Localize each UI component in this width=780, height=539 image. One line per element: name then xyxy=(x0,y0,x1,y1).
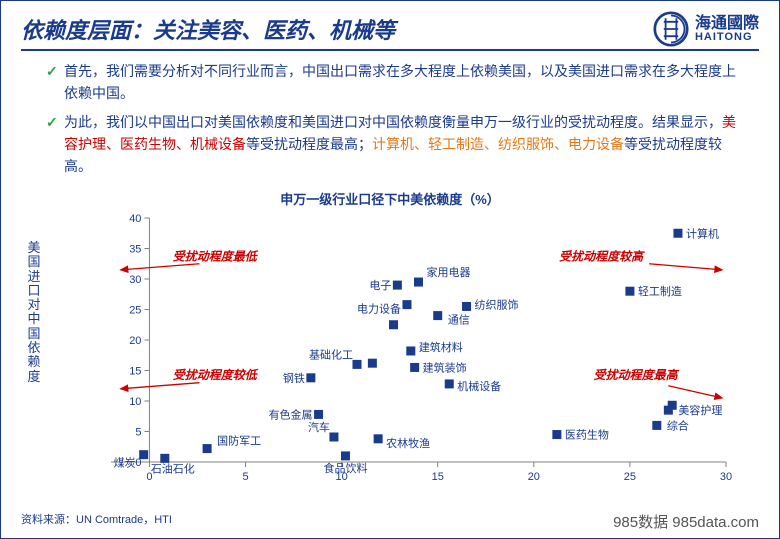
svg-text:建筑装饰: 建筑装饰 xyxy=(423,361,467,375)
svg-text:煤炭: 煤炭 xyxy=(114,457,136,470)
page-title: 依赖度层面：关注美容、医药、机械等 xyxy=(21,13,395,45)
svg-text:医药生物: 医药生物 xyxy=(565,428,609,442)
svg-text:20: 20 xyxy=(528,471,540,483)
svg-text:电子: 电子 xyxy=(369,280,391,293)
logo-text-en: HAITONG xyxy=(695,32,759,43)
svg-text:建筑材料: 建筑材料 xyxy=(419,340,463,354)
svg-text:轻工制造: 轻工制造 xyxy=(638,285,682,299)
svg-text:受扰动程度较低: 受扰动程度较低 xyxy=(173,368,259,382)
svg-text:美容护理: 美容护理 xyxy=(678,404,722,418)
svg-text:国防军工: 国防军工 xyxy=(217,434,261,448)
svg-text:汽车: 汽车 xyxy=(308,420,330,434)
svg-text:40: 40 xyxy=(129,213,141,225)
svg-text:基础化工: 基础化工 xyxy=(309,348,353,362)
bullet-item: 为此，我们以中国出口对美国依赖度和美国进口对中国依赖度衡量申万一级行业的受扰动程… xyxy=(46,112,749,177)
watermark: 985数据 985data.com xyxy=(613,511,759,532)
data-source: 资料来源：UN Comtrade，HTI xyxy=(21,511,172,532)
svg-text:15: 15 xyxy=(432,471,444,483)
svg-text:机械设备: 机械设备 xyxy=(457,379,501,393)
svg-text:受扰动程度最高: 受扰动程度最高 xyxy=(594,368,680,382)
header-divider xyxy=(21,49,759,51)
haitong-logo-icon xyxy=(653,11,689,47)
logo-text-cn: 海通國際 xyxy=(695,16,759,32)
y-axis-label: 美国进口对中国依赖度 xyxy=(26,241,42,384)
svg-text:15: 15 xyxy=(129,366,141,378)
logo: 海通國際 HAITONG xyxy=(653,11,759,47)
svg-text:受扰动程度较高: 受扰动程度较高 xyxy=(559,250,645,264)
svg-text:家用电器: 家用电器 xyxy=(427,265,471,279)
svg-text:纺织服饰: 纺织服饰 xyxy=(475,298,519,312)
svg-text:有色金属: 有色金属 xyxy=(269,408,313,422)
svg-text:20: 20 xyxy=(129,335,141,347)
svg-text:电力设备: 电力设备 xyxy=(357,302,401,316)
svg-text:综合: 综合 xyxy=(667,419,689,433)
svg-text:通信: 通信 xyxy=(448,314,470,327)
svg-text:30: 30 xyxy=(720,471,732,483)
svg-text:石油石化: 石油石化 xyxy=(151,462,195,476)
svg-text:10: 10 xyxy=(129,396,141,408)
svg-text:25: 25 xyxy=(129,305,141,317)
svg-text:25: 25 xyxy=(624,471,636,483)
svg-text:计算机: 计算机 xyxy=(686,227,719,241)
svg-text:钢铁: 钢铁 xyxy=(283,372,305,385)
svg-text:受扰动程度最低: 受扰动程度最低 xyxy=(173,250,259,264)
svg-text:食品饮料: 食品饮料 xyxy=(323,461,367,475)
svg-text:35: 35 xyxy=(129,244,141,256)
svg-text:农林牧渔: 农林牧渔 xyxy=(386,436,430,450)
scatter-chart: 0510152025300510152025303540煤炭石油石化国防军工钢铁… xyxy=(76,212,736,492)
svg-text:5: 5 xyxy=(135,427,141,439)
chart-title: 申万一级行业口径下中美依赖度（%） xyxy=(1,189,779,208)
svg-text:5: 5 xyxy=(242,471,248,483)
svg-text:30: 30 xyxy=(129,274,141,286)
bullet-item: 首先，我们需要分析对不同行业而言，中国出口需求在多大程度上依赖美国，以及美国进口… xyxy=(46,61,749,104)
